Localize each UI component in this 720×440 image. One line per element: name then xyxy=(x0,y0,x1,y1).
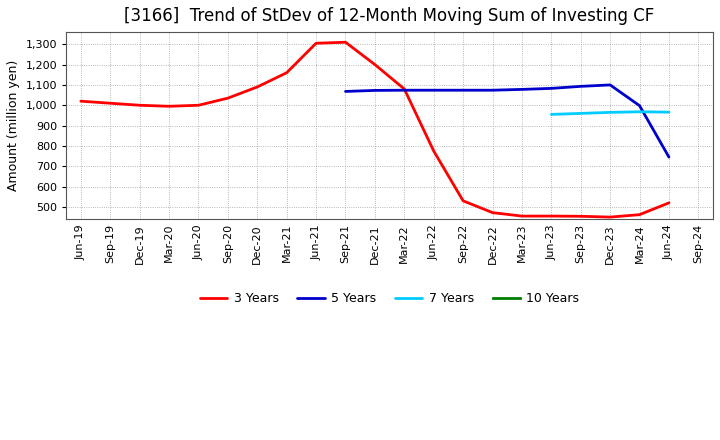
3 Years xyxy=(341,40,350,45)
3 Years xyxy=(606,214,614,220)
3 Years xyxy=(518,213,526,219)
7 Years xyxy=(577,111,585,116)
5 Years xyxy=(371,88,379,93)
3 Years xyxy=(400,86,409,92)
7 Years xyxy=(547,112,556,117)
5 Years xyxy=(488,88,497,93)
5 Years xyxy=(518,87,526,92)
3 Years xyxy=(429,148,438,154)
3 Years xyxy=(223,95,232,101)
7 Years xyxy=(606,110,614,115)
5 Years xyxy=(635,103,644,108)
5 Years xyxy=(429,88,438,93)
3 Years xyxy=(165,104,174,109)
5 Years xyxy=(577,84,585,89)
3 Years xyxy=(253,84,261,90)
Line: 7 Years: 7 Years xyxy=(552,112,669,114)
3 Years xyxy=(282,70,291,75)
3 Years xyxy=(371,62,379,67)
3 Years xyxy=(135,103,144,108)
5 Years xyxy=(400,88,409,93)
7 Years xyxy=(635,109,644,114)
Legend: 3 Years, 5 Years, 7 Years, 10 Years: 3 Years, 5 Years, 7 Years, 10 Years xyxy=(195,287,585,310)
5 Years xyxy=(459,88,467,93)
5 Years xyxy=(547,86,556,91)
5 Years xyxy=(341,89,350,94)
3 Years xyxy=(194,103,203,108)
3 Years xyxy=(106,101,114,106)
Line: 3 Years: 3 Years xyxy=(81,42,669,217)
3 Years xyxy=(577,214,585,219)
5 Years xyxy=(606,82,614,88)
3 Years xyxy=(312,40,320,46)
3 Years xyxy=(665,200,673,205)
Title: [3166]  Trend of StDev of 12-Month Moving Sum of Investing CF: [3166] Trend of StDev of 12-Month Moving… xyxy=(125,7,654,25)
3 Years xyxy=(547,213,556,219)
Y-axis label: Amount (million yen): Amount (million yen) xyxy=(7,60,20,191)
3 Years xyxy=(488,210,497,215)
3 Years xyxy=(635,212,644,217)
3 Years xyxy=(76,99,85,104)
5 Years xyxy=(665,154,673,160)
7 Years xyxy=(665,110,673,115)
3 Years xyxy=(459,198,467,203)
Line: 5 Years: 5 Years xyxy=(346,85,669,157)
